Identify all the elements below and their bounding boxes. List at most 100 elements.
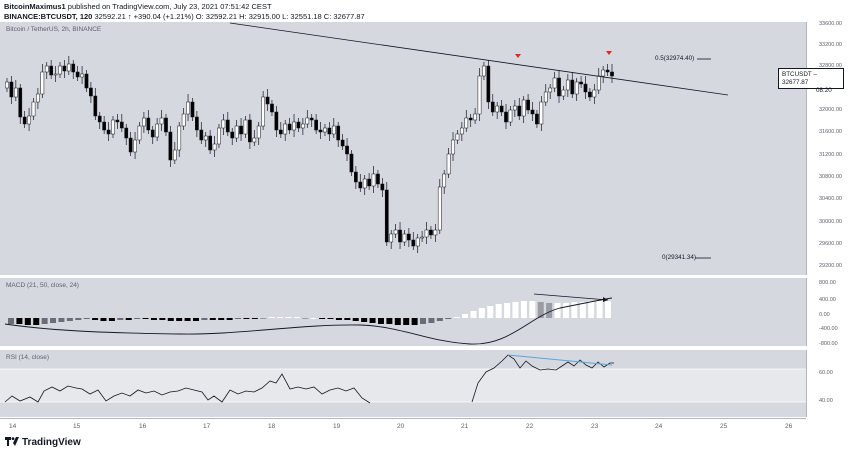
macd-histogram-bar — [495, 304, 502, 318]
candle-body — [601, 69, 606, 77]
macd-histogram-bar — [192, 318, 199, 321]
rsi-pane[interactable]: RSI (14, close) — [0, 350, 806, 417]
candle-body — [159, 117, 164, 125]
macd-histogram-bar — [58, 318, 65, 322]
macd-histogram-bar — [504, 303, 511, 318]
macd-axis[interactable]: 800.00 400.00 0.00 -400.00 -800.00 — [806, 278, 850, 347]
candle-body — [539, 101, 544, 125]
rsi-line-late[interactable] — [471, 354, 614, 403]
candle-body — [195, 116, 199, 131]
macd-histogram-bar — [344, 318, 351, 320]
candle-body — [535, 113, 539, 125]
macd-histogram-bar — [285, 317, 292, 318]
macd-histogram-bar — [66, 318, 73, 321]
rsi-axis[interactable]: 60.00 40.00 — [806, 350, 850, 417]
price-axis-tick: 32000.00 — [819, 107, 842, 113]
candle-body — [221, 119, 226, 129]
price-chart-pane[interactable]: Bitcoin / TetherUS, 2h, BINANCE 0.5(3297… — [0, 22, 806, 275]
candle-body — [243, 119, 248, 135]
candle-body — [49, 65, 54, 76]
candle-body — [504, 111, 508, 123]
symbol-name[interactable]: BINANCE:BTCUSDT, 120 — [4, 12, 93, 21]
rsi-divergence-line[interactable] — [507, 354, 613, 366]
candle-body — [468, 117, 473, 121]
candle-body — [442, 173, 447, 188]
ohlc-values: 32592.21 ↑ +390.04 (+1.21%) O: 32592.21 … — [94, 12, 365, 21]
macd-histogram-bar — [571, 302, 578, 318]
macd-histogram-bar — [310, 318, 317, 319]
macd-histogram-bar — [445, 318, 452, 319]
candle-body — [389, 233, 394, 243]
candle-body — [548, 87, 553, 93]
candle-body — [137, 125, 142, 141]
macd-histogram-bar — [327, 318, 334, 319]
author-name[interactable]: BitcoinMaximus1 — [4, 2, 66, 11]
macd-histogram-bar — [33, 318, 40, 325]
candle-body — [583, 83, 588, 93]
price-axis-tick: 33600.00 — [819, 21, 842, 27]
candle-body — [230, 131, 235, 139]
price-axis[interactable]: 33600.00 33200.00 32800.00 32400.00 3200… — [806, 21, 850, 275]
macd-pane[interactable]: MACD (21, 50, close, 24) — [0, 278, 806, 346]
rsi-axis-tick: 40.00 — [819, 398, 833, 404]
last-price-tag: BTCUSDT – 32677.87 08:20 — [778, 68, 844, 94]
macd-histogram-bar — [596, 301, 603, 318]
macd-histogram-bar — [529, 301, 536, 318]
candle-body — [530, 109, 535, 115]
candle-body — [252, 137, 257, 143]
candle-body — [429, 229, 433, 236]
candle-body — [234, 125, 239, 139]
macd-chart — [4, 293, 613, 345]
candle-body — [610, 71, 614, 77]
time-axis-tick: 19 — [333, 423, 341, 430]
macd-divergence-line[interactable] — [533, 293, 609, 301]
macd-histogram-bar — [462, 314, 469, 318]
macd-histogram-bar — [201, 318, 208, 320]
tradingview-logo[interactable]: TradingView — [5, 437, 81, 448]
candle-body — [203, 135, 208, 141]
candle-body — [451, 139, 455, 155]
macd-axis-tick: 0.00 — [819, 312, 830, 318]
price-chart — [5, 22, 729, 259]
candle-body — [102, 121, 107, 131]
macd-line[interactable] — [4, 297, 613, 345]
candle-body — [261, 96, 265, 127]
descending-trendline[interactable] — [229, 22, 729, 96]
candle-body — [301, 123, 305, 129]
candle-body — [420, 236, 424, 239]
candle-body — [411, 239, 416, 247]
macd-histogram-bar — [75, 318, 82, 320]
macd-histogram-bar — [108, 318, 115, 321]
symbol-info: BINANCE:BTCUSDT, 120 32592.21 ↑ +390.04 … — [4, 12, 365, 21]
price-axis-tick: 30000.00 — [819, 219, 842, 225]
candle-body — [75, 71, 80, 78]
macd-histogram-bar — [218, 318, 225, 320]
macd-histogram-bar — [100, 318, 107, 321]
candle-body — [80, 73, 84, 78]
candle-body — [517, 105, 522, 117]
macd-histogram-bar — [159, 318, 166, 320]
macd-histogram-bar — [16, 318, 23, 324]
macd-axis-tick: 400.00 — [819, 297, 836, 303]
candle-body — [208, 135, 212, 151]
macd-histogram-bar — [394, 318, 401, 325]
price-pane-label: Bitcoin / TetherUS, 2h, BINANCE — [6, 26, 102, 33]
candle-body — [212, 143, 217, 151]
candle-body — [579, 81, 583, 85]
candle-body — [552, 77, 557, 89]
tradingview-logo-icon — [5, 437, 19, 446]
arrow-head-icon — [603, 297, 608, 302]
publish-info: BitcoinMaximus1 published on TradingView… — [4, 2, 272, 11]
macd-histogram-bar — [226, 318, 233, 320]
fib-top-label: 0.5(32974.40) — [655, 55, 695, 62]
time-axis-tick: 17 — [203, 423, 211, 430]
rsi-line-early[interactable] — [4, 373, 371, 404]
candle-body — [473, 113, 477, 121]
candle-body — [66, 63, 71, 72]
macd-histogram-bar — [235, 318, 242, 319]
candle-body — [605, 69, 610, 73]
macd-histogram-bar — [478, 308, 485, 318]
time-axis[interactable]: 14 15 16 17 18 19 20 21 22 23 24 25 26 — [0, 418, 806, 434]
macd-histogram-bar — [142, 318, 149, 319]
candle-body — [217, 127, 221, 145]
